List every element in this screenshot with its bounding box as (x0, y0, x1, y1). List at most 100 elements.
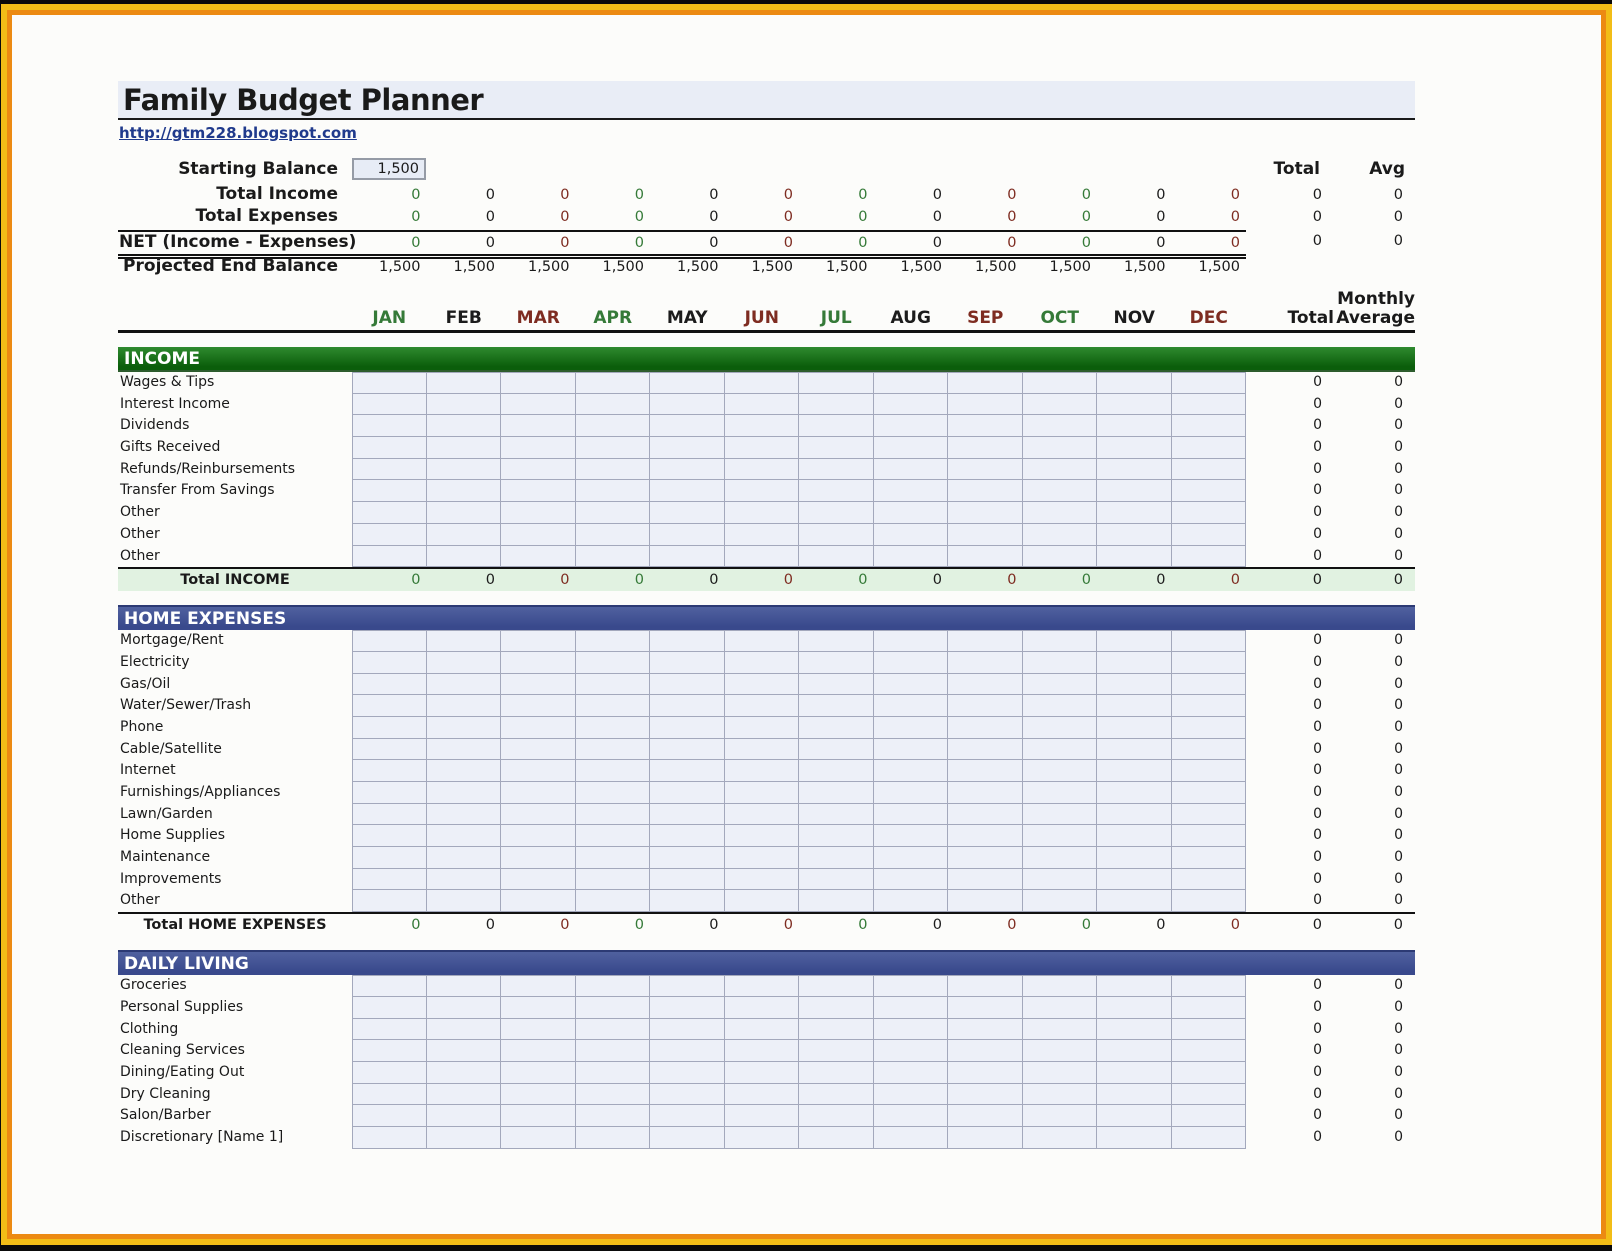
data-cell[interactable] (873, 673, 948, 696)
data-cell[interactable] (799, 1126, 874, 1149)
data-cell[interactable] (1022, 868, 1097, 891)
data-cell[interactable] (873, 415, 948, 438)
data-cell[interactable] (650, 760, 725, 783)
data-cell[interactable] (873, 868, 948, 891)
data-cell[interactable] (352, 393, 427, 416)
data-cell[interactable] (575, 996, 650, 1019)
data-cell[interactable] (1097, 825, 1172, 848)
data-cell[interactable] (873, 1126, 948, 1149)
data-cell[interactable] (501, 996, 576, 1019)
data-cell[interactable] (948, 803, 1023, 826)
data-cell[interactable] (1022, 502, 1097, 524)
data-cell[interactable] (426, 545, 501, 568)
data-cell[interactable] (948, 651, 1023, 674)
data-cell[interactable] (501, 458, 576, 481)
data-cell[interactable] (575, 1083, 650, 1106)
data-cell[interactable] (575, 738, 650, 761)
data-cell[interactable] (501, 393, 576, 416)
data-cell[interactable] (1022, 673, 1097, 696)
data-cell[interactable] (501, 651, 576, 674)
data-cell[interactable] (501, 890, 576, 913)
data-cell[interactable] (799, 803, 874, 826)
data-cell[interactable] (1022, 458, 1097, 481)
data-cell[interactable] (724, 480, 799, 503)
data-cell[interactable] (426, 738, 501, 761)
data-cell[interactable] (799, 847, 874, 869)
data-cell[interactable] (501, 1040, 576, 1062)
data-cell[interactable] (352, 458, 427, 481)
data-cell[interactable] (873, 502, 948, 524)
data-cell[interactable] (352, 1040, 427, 1062)
data-cell[interactable] (1097, 695, 1172, 717)
data-cell[interactable] (575, 673, 650, 696)
data-cell[interactable] (948, 630, 1023, 652)
data-cell[interactable] (575, 1018, 650, 1041)
data-cell[interactable] (1171, 502, 1246, 524)
data-cell[interactable] (1097, 415, 1172, 438)
data-cell[interactable] (426, 890, 501, 913)
data-cell[interactable] (948, 975, 1023, 997)
data-cell[interactable] (426, 437, 501, 459)
data-cell[interactable] (1171, 1018, 1246, 1041)
data-cell[interactable] (948, 1040, 1023, 1062)
data-cell[interactable] (650, 437, 725, 459)
data-cell[interactable] (724, 651, 799, 674)
data-cell[interactable] (650, 868, 725, 891)
data-cell[interactable] (1171, 847, 1246, 869)
data-cell[interactable] (873, 437, 948, 459)
data-cell[interactable] (724, 868, 799, 891)
data-cell[interactable] (1022, 1105, 1097, 1127)
data-cell[interactable] (352, 372, 427, 394)
data-cell[interactable] (352, 890, 427, 913)
data-cell[interactable] (501, 415, 576, 438)
data-cell[interactable] (575, 975, 650, 997)
data-cell[interactable] (501, 372, 576, 394)
data-cell[interactable] (575, 502, 650, 524)
data-cell[interactable] (873, 372, 948, 394)
data-cell[interactable] (799, 695, 874, 717)
data-cell[interactable] (1171, 975, 1246, 997)
data-cell[interactable] (426, 760, 501, 783)
data-cell[interactable] (948, 1018, 1023, 1041)
data-cell[interactable] (575, 651, 650, 674)
data-cell[interactable] (873, 716, 948, 739)
data-cell[interactable] (426, 1061, 501, 1084)
data-cell[interactable] (650, 415, 725, 438)
data-cell[interactable] (724, 545, 799, 568)
data-cell[interactable] (426, 996, 501, 1019)
data-cell[interactable] (352, 415, 427, 438)
data-cell[interactable] (1097, 1083, 1172, 1106)
data-cell[interactable] (501, 695, 576, 717)
data-cell[interactable] (1022, 847, 1097, 869)
data-cell[interactable] (1022, 1083, 1097, 1106)
data-cell[interactable] (650, 673, 725, 696)
data-cell[interactable] (426, 803, 501, 826)
data-cell[interactable] (724, 760, 799, 783)
data-cell[interactable] (1097, 393, 1172, 416)
data-cell[interactable] (1097, 847, 1172, 869)
data-cell[interactable] (352, 1083, 427, 1106)
data-cell[interactable] (873, 1083, 948, 1106)
data-cell[interactable] (1097, 738, 1172, 761)
data-cell[interactable] (501, 847, 576, 869)
data-cell[interactable] (650, 630, 725, 652)
data-cell[interactable] (501, 673, 576, 696)
data-cell[interactable] (650, 695, 725, 717)
data-cell[interactable] (501, 1061, 576, 1084)
data-cell[interactable] (650, 1105, 725, 1127)
data-cell[interactable] (650, 523, 725, 546)
data-cell[interactable] (650, 458, 725, 481)
data-cell[interactable] (873, 996, 948, 1019)
data-cell[interactable] (501, 1126, 576, 1149)
data-cell[interactable] (1171, 437, 1246, 459)
data-cell[interactable] (724, 975, 799, 997)
data-cell[interactable] (799, 825, 874, 848)
data-cell[interactable] (799, 372, 874, 394)
data-cell[interactable] (948, 1126, 1023, 1149)
data-cell[interactable] (1022, 782, 1097, 804)
data-cell[interactable] (873, 545, 948, 568)
data-cell[interactable] (650, 782, 725, 804)
data-cell[interactable] (575, 782, 650, 804)
data-cell[interactable] (426, 975, 501, 997)
data-cell[interactable] (650, 1061, 725, 1084)
